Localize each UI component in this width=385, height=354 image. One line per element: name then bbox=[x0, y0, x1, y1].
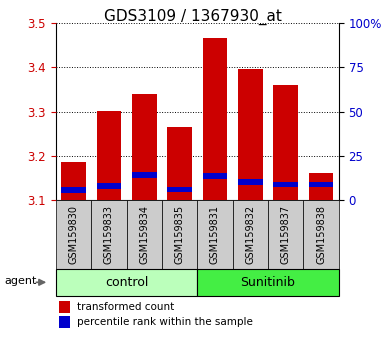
Bar bbox=[61, 187, 86, 193]
Text: agent: agent bbox=[5, 276, 37, 286]
Bar bbox=[303, 200, 339, 269]
Bar bbox=[91, 200, 127, 269]
Bar bbox=[56, 269, 197, 296]
Text: GSM159830: GSM159830 bbox=[69, 205, 79, 264]
Bar bbox=[203, 173, 228, 178]
Bar bbox=[268, 200, 303, 269]
Bar bbox=[162, 200, 197, 269]
Bar bbox=[233, 200, 268, 269]
Bar bbox=[127, 200, 162, 269]
Bar bbox=[167, 187, 192, 192]
Text: GDS3109 / 1367930_at: GDS3109 / 1367930_at bbox=[104, 9, 281, 25]
Bar bbox=[273, 182, 298, 187]
Bar bbox=[59, 316, 70, 328]
Text: GSM159838: GSM159838 bbox=[316, 205, 326, 264]
Bar bbox=[238, 69, 263, 200]
Bar bbox=[59, 301, 70, 313]
Bar bbox=[61, 162, 86, 200]
Bar bbox=[97, 110, 121, 200]
Text: GSM159837: GSM159837 bbox=[281, 205, 291, 264]
Bar bbox=[132, 172, 157, 178]
Bar bbox=[273, 85, 298, 200]
Bar bbox=[197, 200, 233, 269]
Bar bbox=[56, 200, 91, 269]
Text: transformed count: transformed count bbox=[77, 302, 174, 312]
Text: GSM159833: GSM159833 bbox=[104, 205, 114, 264]
Bar bbox=[238, 179, 263, 185]
Text: control: control bbox=[105, 276, 148, 289]
Text: percentile rank within the sample: percentile rank within the sample bbox=[77, 317, 253, 327]
Bar bbox=[132, 94, 157, 200]
Text: Sunitinib: Sunitinib bbox=[241, 276, 296, 289]
Bar bbox=[309, 182, 333, 187]
Text: GSM159831: GSM159831 bbox=[210, 205, 220, 264]
Bar bbox=[167, 127, 192, 200]
Text: GSM159835: GSM159835 bbox=[175, 205, 185, 264]
Text: GSM159832: GSM159832 bbox=[245, 205, 255, 264]
Bar bbox=[97, 183, 121, 189]
Bar bbox=[309, 173, 333, 200]
Bar bbox=[197, 269, 339, 296]
Bar bbox=[203, 39, 228, 200]
Text: GSM159834: GSM159834 bbox=[139, 205, 149, 264]
